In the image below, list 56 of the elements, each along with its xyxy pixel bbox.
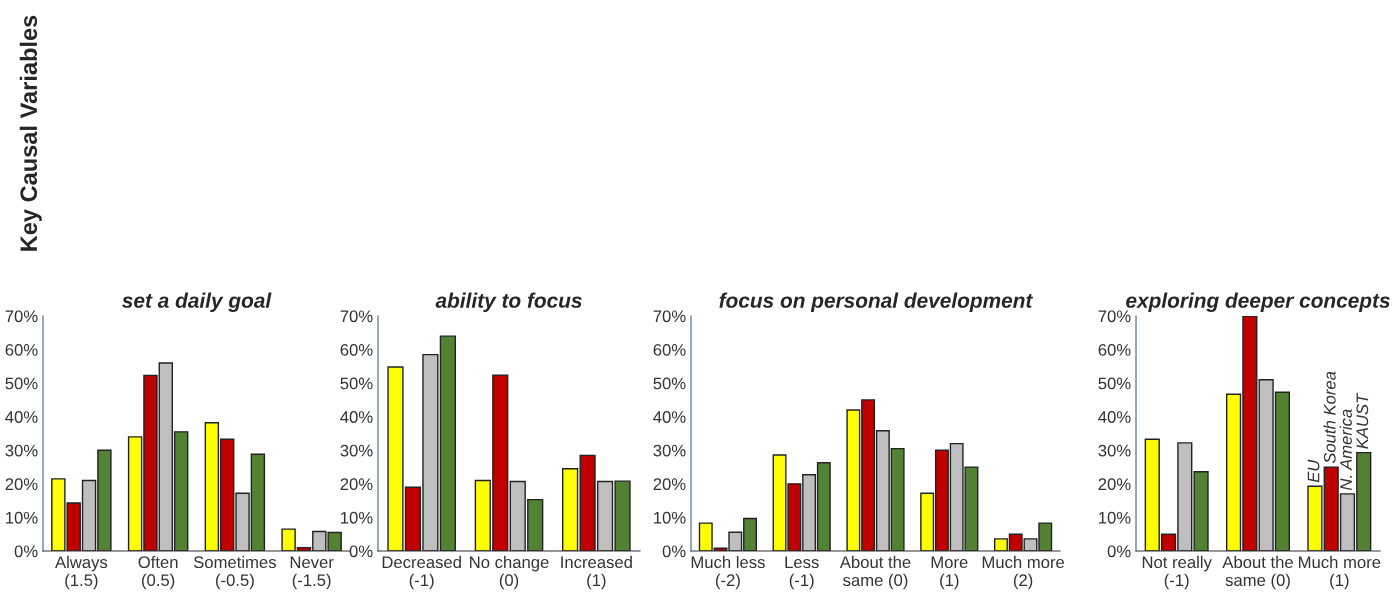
x-tick-label: Increased (1) bbox=[561, 555, 632, 590]
y-tick-label: 40% bbox=[340, 411, 373, 423]
x-tick-label: No change (0) bbox=[470, 555, 549, 590]
y-tick-label: 70% bbox=[653, 310, 686, 323]
y-tick-label: 20% bbox=[340, 478, 373, 491]
x-tick-label: Much less (-2) bbox=[691, 555, 765, 590]
chart-title: ability to focus bbox=[435, 292, 582, 312]
y-tick-label: 50% bbox=[653, 377, 686, 390]
y-tick-label: 10% bbox=[6, 511, 38, 524]
y-tick-label: 50% bbox=[340, 377, 373, 390]
y-tick-label: 30% bbox=[1098, 444, 1131, 457]
y-tick-label: 70% bbox=[340, 310, 373, 323]
y-tick-label: 0% bbox=[662, 545, 686, 558]
y-tick-label: 10% bbox=[341, 511, 373, 524]
y-tick-label: 30% bbox=[5, 444, 38, 457]
y-tick-label: 50% bbox=[1098, 377, 1131, 390]
y-tick-label: 20% bbox=[653, 478, 686, 491]
y-tick-label: 10% bbox=[654, 511, 686, 524]
x-tick-label: Much more (1) bbox=[1299, 555, 1381, 590]
y-tick-label: 0% bbox=[349, 545, 373, 558]
y-tick-label: 60% bbox=[653, 343, 686, 356]
x-tick-label: Less (-1) bbox=[785, 556, 819, 590]
x-tick-label: Often (0.5) bbox=[138, 555, 178, 590]
y-tick-label: 60% bbox=[5, 343, 38, 356]
text: KAUST bbox=[1356, 392, 1369, 449]
y-tick-label: 40% bbox=[5, 411, 38, 423]
x-tick-label: About the same (0) bbox=[839, 555, 911, 590]
text: South Korea bbox=[1323, 371, 1336, 464]
x-tick-label: Not really (-1) bbox=[1142, 555, 1212, 590]
y-tick-label: 60% bbox=[1098, 343, 1131, 356]
x-tick-label: More (1) bbox=[931, 556, 968, 590]
y-tick-label: 70% bbox=[5, 310, 38, 323]
x-tick-label: Never (-1.5) bbox=[290, 556, 334, 590]
y-tick-label: 60% bbox=[340, 343, 373, 356]
chart-title: exploring deeper concepts bbox=[1126, 292, 1390, 312]
x-tick-label: Always (1.5) bbox=[55, 555, 108, 590]
x-tick-label: Decreased (-1) bbox=[382, 555, 461, 590]
chart-title: focus on personal development bbox=[719, 292, 1034, 312]
y-tick-label: 40% bbox=[653, 411, 686, 423]
y-tick-label: 10% bbox=[1099, 511, 1131, 524]
chart-title: set a daily goal bbox=[122, 292, 272, 312]
y-tick-label: 20% bbox=[5, 478, 38, 491]
y-tick-label: 0% bbox=[1107, 545, 1131, 558]
x-tick-label: Sometimes (-0.5) bbox=[193, 555, 276, 590]
x-tick-label: Much more (2) bbox=[982, 555, 1065, 590]
y-tick-label: 20% bbox=[1098, 478, 1131, 491]
y-tick-label: 30% bbox=[653, 444, 686, 457]
y-tick-label: 0% bbox=[14, 545, 38, 558]
text: EU bbox=[1307, 459, 1320, 483]
y-tick-label: 30% bbox=[340, 444, 373, 457]
text: N. America bbox=[1339, 409, 1352, 491]
x-tick-label: About the same (0) bbox=[1222, 555, 1293, 590]
y-tick-label: 40% bbox=[1098, 411, 1131, 423]
text: Key Causal Variables bbox=[19, 15, 42, 251]
y-tick-label: 50% bbox=[5, 377, 38, 390]
y-tick-label: 70% bbox=[1098, 310, 1131, 323]
